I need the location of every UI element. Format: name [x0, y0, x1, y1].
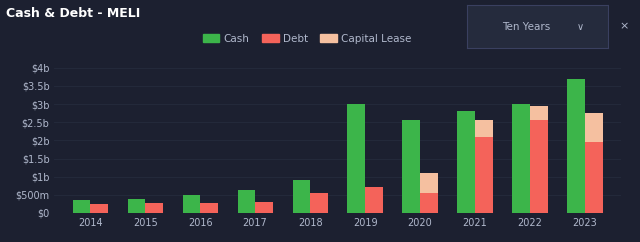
Bar: [90, 204, 108, 213]
Bar: [475, 120, 493, 137]
Bar: [127, 199, 145, 213]
Bar: [568, 79, 585, 213]
Bar: [530, 106, 548, 121]
Bar: [420, 193, 438, 213]
Bar: [458, 111, 475, 213]
Legend: Cash, Debt, Capital Lease: Cash, Debt, Capital Lease: [198, 30, 416, 48]
Bar: [310, 193, 328, 213]
Bar: [365, 187, 383, 213]
Bar: [292, 180, 310, 213]
Bar: [530, 121, 548, 213]
Bar: [255, 202, 273, 213]
Bar: [403, 121, 420, 213]
Bar: [200, 203, 218, 213]
Bar: [182, 195, 200, 213]
Text: Cash & Debt - MELI: Cash & Debt - MELI: [6, 7, 141, 20]
Bar: [237, 190, 255, 213]
Bar: [72, 200, 90, 213]
Bar: [348, 104, 365, 213]
Bar: [585, 113, 603, 142]
Text: Ten Years: Ten Years: [502, 22, 550, 32]
Text: ×: ×: [619, 22, 628, 32]
Bar: [513, 104, 530, 213]
Bar: [420, 173, 438, 193]
Bar: [585, 142, 603, 213]
Bar: [145, 203, 163, 213]
Text: ∨: ∨: [576, 22, 584, 32]
Bar: [475, 137, 493, 213]
